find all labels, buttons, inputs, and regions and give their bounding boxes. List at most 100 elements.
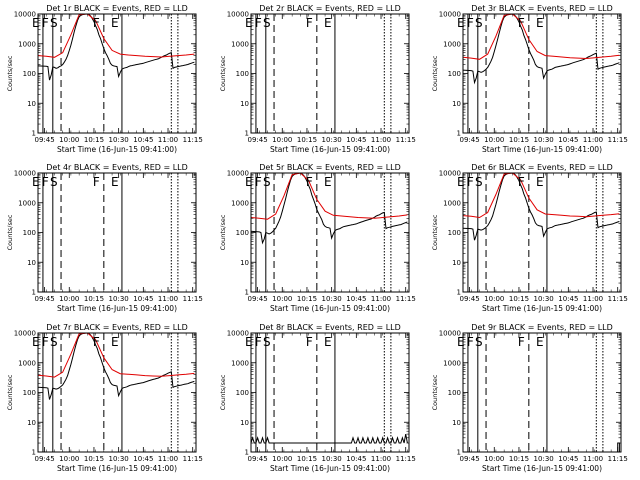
detector-plot-3: Det 3r BLACK = Events, RED = LLD Counts/s…: [431, 4, 628, 154]
plot-title: Det 1r BLACK = Events, RED = LLD: [46, 4, 188, 13]
y-tick-label: 1000: [231, 40, 249, 48]
x-tick-label: 10:15: [509, 455, 529, 463]
y-tick-label: 1: [245, 130, 249, 138]
events-series-line: [251, 173, 408, 245]
mode-marker-label: F: [42, 16, 49, 30]
plot-title: Det 7r BLACK = Events, RED = LLD: [46, 323, 188, 332]
x-tick-label: 10:45: [558, 136, 578, 144]
plot-frame: [250, 172, 410, 293]
plot-area: [38, 333, 195, 452]
plot-area: [463, 14, 620, 133]
x-tick-label: 11:00: [158, 295, 178, 303]
mode-marker-label: E: [245, 175, 253, 189]
x-tick-label: 11:15: [608, 455, 628, 463]
plot-area: [251, 333, 408, 452]
mode-marker-label: E: [536, 16, 544, 30]
mode-marker-label: E: [32, 16, 40, 30]
y-tick-label: 1000: [18, 199, 36, 207]
plot-frame: [37, 13, 197, 134]
x-axis-label: Start Time (16-Jun-15 09:41:00): [270, 304, 390, 313]
y-axis-label: Counts/sec: [431, 55, 439, 91]
mode-marker-label: F: [467, 335, 474, 349]
detector-plot-1: Det 1r BLACK = Events, RED = LLD Counts/s…: [6, 4, 203, 154]
mode-marker-label: E: [32, 335, 40, 349]
mode-marker-label: F: [518, 175, 525, 189]
x-tick-label: 10:00: [272, 136, 292, 144]
x-tick-label: 10:30: [322, 455, 342, 463]
y-tick-label: 100: [448, 229, 461, 237]
x-tick-label: 11:00: [371, 136, 391, 144]
x-tick-label: 10:45: [133, 455, 153, 463]
mode-marker-label: E: [245, 16, 253, 30]
x-tick-label: 11:00: [583, 295, 603, 303]
x-tick-label: 11:15: [396, 295, 416, 303]
mode-marker-label: F: [518, 16, 525, 30]
plot-frame: [462, 332, 622, 453]
x-tick-label: 11:00: [583, 455, 603, 463]
mode-marker-label: E: [32, 175, 40, 189]
x-axis-label: Start Time (16-Jun-15 09:41:00): [57, 304, 177, 313]
mode-marker-label: F: [306, 175, 313, 189]
y-axis-label: Counts/sec: [6, 374, 14, 410]
y-tick-label: 1000: [18, 359, 36, 367]
y-tick-label: 100: [236, 229, 249, 237]
mode-marker-label: F: [255, 335, 262, 349]
plot-frame: [37, 332, 197, 453]
y-tick-label: 10000: [439, 330, 461, 338]
y-tick-label: 1: [457, 130, 461, 138]
y-tick-label: 10: [452, 259, 461, 267]
y-axis-label: Counts/sec: [6, 214, 14, 250]
x-tick-label: 11:15: [396, 455, 416, 463]
x-tick-label: 10:45: [346, 455, 366, 463]
x-tick-label: 10:30: [109, 136, 129, 144]
y-tick-label: 10000: [227, 11, 249, 19]
x-tick-label: 11:00: [158, 136, 178, 144]
events-series-line: [617, 442, 620, 452]
x-tick-label: 10:30: [534, 136, 554, 144]
plot-area: [255, 14, 392, 133]
mode-marker-label: E: [324, 175, 332, 189]
plot-frame: [462, 13, 622, 134]
lld-series-line: [463, 173, 620, 219]
x-tick-label: 11:00: [158, 455, 178, 463]
mode-marker-label: S: [263, 335, 271, 349]
y-tick-label: 1: [457, 289, 461, 297]
detector-plot-5: Det 5r BLACK = Events, RED = LLD Counts/s…: [219, 163, 416, 313]
x-tick-label: 09:45: [459, 455, 479, 463]
y-tick-label: 1000: [231, 199, 249, 207]
x-tick-label: 09:45: [247, 136, 267, 144]
x-tick-label: 10:15: [297, 136, 317, 144]
x-tick-label: 10:00: [59, 455, 79, 463]
y-axis-label: Counts/sec: [431, 374, 439, 410]
plot-area: [251, 173, 408, 292]
x-tick-label: 10:30: [322, 295, 342, 303]
plot-title: Det 6r BLACK = Events, RED = LLD: [471, 163, 613, 172]
x-tick-label: 10:30: [534, 455, 554, 463]
mode-marker-label: S: [50, 175, 58, 189]
mode-marker-label: F: [93, 175, 100, 189]
y-axis-label: Counts/sec: [219, 374, 227, 410]
mode-marker-label: F: [93, 335, 100, 349]
x-tick-label: 11:15: [183, 455, 203, 463]
detector-plot-9: Det 9r BLACK = Events, RED = LLD Counts/s…: [431, 323, 628, 473]
mode-marker-label: S: [50, 16, 58, 30]
y-tick-label: 1000: [443, 359, 461, 367]
plot-title: Det 9r BLACK = Events, RED = LLD: [471, 323, 613, 332]
y-tick-label: 10000: [14, 330, 36, 338]
mode-marker-label: E: [111, 175, 119, 189]
mode-marker-label: E: [324, 335, 332, 349]
y-tick-label: 100: [448, 70, 461, 78]
y-axis-label: Counts/sec: [431, 214, 439, 250]
y-tick-label: 1000: [231, 359, 249, 367]
x-tick-label: 10:15: [509, 295, 529, 303]
plot-area: [467, 333, 620, 452]
y-tick-label: 10: [240, 419, 249, 427]
y-tick-label: 10: [27, 259, 36, 267]
x-tick-label: 11:15: [183, 295, 203, 303]
x-tick-label: 10:45: [346, 136, 366, 144]
y-tick-label: 100: [236, 389, 249, 397]
x-tick-label: 10:00: [272, 295, 292, 303]
x-axis-label: Start Time (16-Jun-15 09:41:00): [270, 464, 390, 473]
events-series-line: [38, 14, 195, 81]
y-tick-label: 10000: [14, 170, 36, 178]
